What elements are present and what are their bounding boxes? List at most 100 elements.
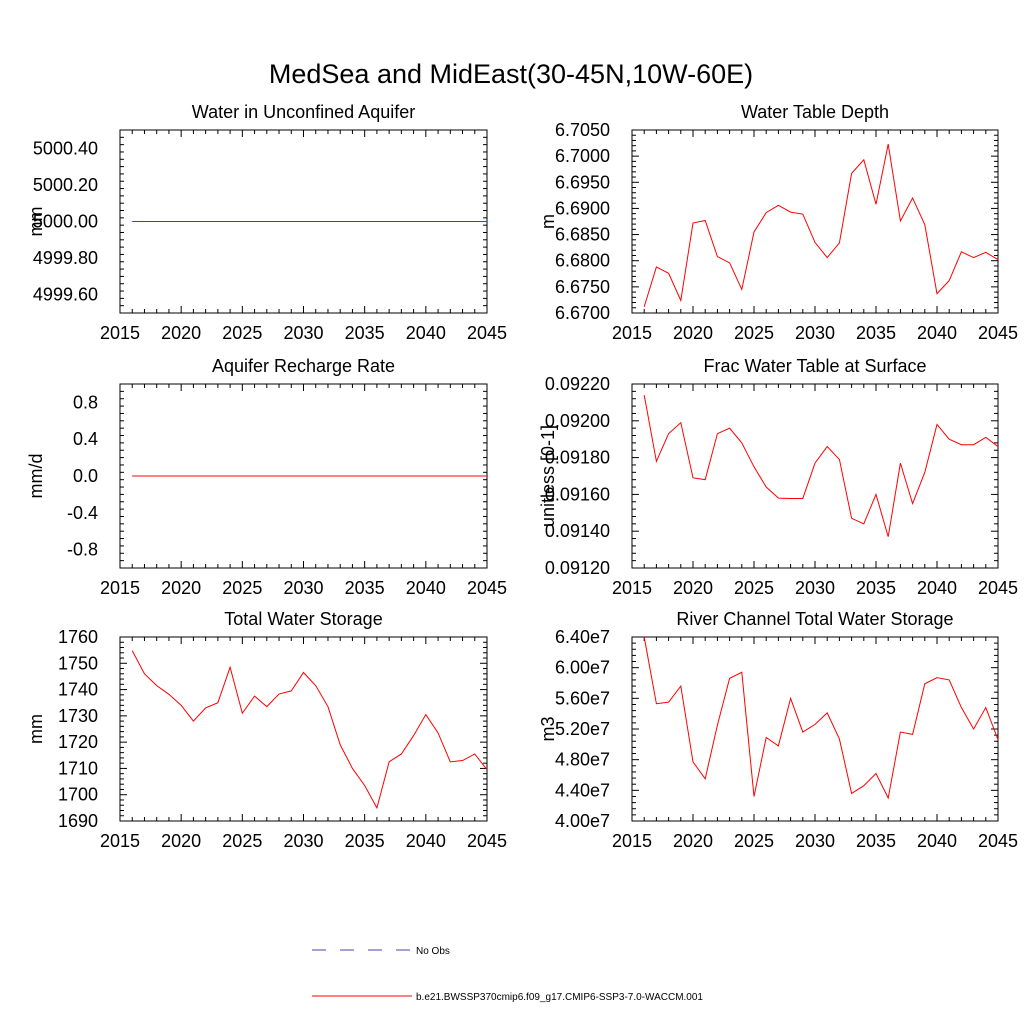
x-tick-label: 2020 — [161, 831, 201, 851]
y-tick-label: 5.20e7 — [555, 719, 610, 739]
x-tick-label: 2045 — [978, 831, 1018, 851]
y-tick-label: 6.6900 — [555, 198, 610, 218]
y-tick-label: 5.60e7 — [555, 688, 610, 708]
x-tick-label: 2045 — [978, 578, 1018, 598]
y-axis-label: m — [538, 214, 558, 229]
chart-panel-4: Frac Water Table at Surface unitless [0-1… — [538, 356, 1018, 598]
y-tick-label: 0.09140 — [545, 521, 610, 541]
panel-title: Aquifer Recharge Rate — [212, 356, 395, 376]
chart-panel-3: Aquifer Recharge Rate mm/d 2015 2020 2025 203… — [26, 356, 507, 598]
plot-frame — [631, 383, 999, 569]
plot-frame — [119, 636, 488, 822]
plot-frame — [631, 129, 999, 314]
y-tick-label: 6.7050 — [555, 120, 610, 140]
y-tick-label: 0.0 — [73, 466, 98, 486]
y-tick-label: 0.09180 — [545, 448, 610, 468]
y-tick-label: 6.6750 — [555, 277, 610, 297]
y-axis-label: m3 — [538, 716, 558, 741]
y-tick-label: 4.00e7 — [555, 811, 610, 831]
x-tick-label: 2045 — [978, 323, 1018, 343]
x-tick-label: 2045 — [467, 831, 507, 851]
y-tick-label: 6.00e7 — [555, 658, 610, 678]
y-tick-label: 1720 — [58, 732, 98, 752]
y-tick-label: 4.80e7 — [555, 750, 610, 770]
y-axis-label: mm/d — [26, 454, 46, 499]
x-tick-label: 2035 — [856, 831, 896, 851]
panel-title: Frac Water Table at Surface — [703, 356, 926, 376]
x-tick-label: 2030 — [795, 578, 835, 598]
y-tick-label: 4999.80 — [33, 248, 98, 268]
y-tick-label: 4.40e7 — [555, 780, 610, 800]
y-tick-label: 6.6800 — [555, 251, 610, 271]
y-tick-label: 5000.40 — [33, 138, 98, 158]
y-tick-label: -0.4 — [67, 503, 98, 523]
y-tick-label: 6.6850 — [555, 225, 610, 245]
y-tick-label: 5000.20 — [33, 175, 98, 195]
x-tick-label: 2015 — [100, 323, 140, 343]
series-line — [643, 144, 999, 307]
x-tick-label: 2040 — [917, 831, 957, 851]
x-tick-label: 2025 — [222, 323, 262, 343]
x-tick-label: 2035 — [856, 578, 896, 598]
panel-title: River Channel Total Water Storage — [676, 609, 953, 629]
plot-frame — [631, 636, 999, 822]
x-tick-label: 2015 — [100, 578, 140, 598]
x-tick-label: 2015 — [612, 578, 652, 598]
x-tick-label: 2015 — [612, 831, 652, 851]
x-tick-label: 2020 — [673, 323, 713, 343]
y-axis-label: unitless [0-1] — [538, 425, 558, 527]
y-tick-label: 6.40e7 — [555, 627, 610, 647]
y-tick-label: -0.8 — [67, 540, 98, 560]
legend-label-no-obs: No Obs — [416, 946, 450, 957]
y-tick-label: 5000.00 — [33, 212, 98, 232]
legend: No Obs b.e21.BWSSP370cmip6.f09_g17.CMIP6… — [312, 946, 703, 1003]
x-tick-label: 2025 — [734, 323, 774, 343]
series-line — [643, 636, 999, 800]
y-tick-label: 1690 — [58, 811, 98, 831]
x-tick-label: 2015 — [100, 831, 140, 851]
x-tick-label: 2025 — [734, 831, 774, 851]
x-tick-label: 2040 — [917, 578, 957, 598]
y-tick-label: 0.8 — [73, 392, 98, 412]
x-tick-label: 2025 — [734, 578, 774, 598]
x-tick-label: 2030 — [795, 323, 835, 343]
y-tick-label: 0.09160 — [545, 484, 610, 504]
y-axis-label: mm — [26, 714, 46, 744]
panels: Water in Unconfined Aquifer mm 2015 2020 202… — [26, 102, 1018, 851]
chart-panel-1: Water in Unconfined Aquifer mm 2015 2020 202… — [26, 102, 507, 343]
x-tick-label: 2015 — [612, 323, 652, 343]
y-tick-label: 1750 — [58, 653, 98, 673]
chart-panel-2: Water Table Depth m 2015 2020 2025 2030 2035 20… — [538, 102, 1018, 343]
x-tick-label: 2030 — [283, 831, 323, 851]
x-tick-label: 2040 — [406, 323, 446, 343]
panel-title: Water Table Depth — [741, 102, 889, 122]
y-tick-label: 0.4 — [73, 429, 98, 449]
x-tick-label: 2020 — [161, 323, 201, 343]
y-axis-label: mm — [26, 207, 46, 237]
legend-label-model: b.e21.BWSSP370cmip6.f09_g17.CMIP6-SSP3-7… — [416, 992, 703, 1003]
x-tick-label: 2020 — [161, 578, 201, 598]
x-tick-label: 2045 — [467, 578, 507, 598]
chart-panel-6: River Channel Total Water Storage m3 2015 2… — [538, 609, 1018, 851]
x-tick-label: 2040 — [406, 578, 446, 598]
x-tick-label: 2025 — [222, 578, 262, 598]
x-tick-label: 2040 — [406, 831, 446, 851]
y-tick-label: 1740 — [58, 680, 98, 700]
y-tick-label: 6.6950 — [555, 172, 610, 192]
series-line — [643, 394, 999, 537]
x-tick-label: 2040 — [917, 323, 957, 343]
chart-panel-5: Total Water Storage mm 2015 2020 2025 2030 203… — [26, 609, 507, 851]
y-tick-label: 1700 — [58, 785, 98, 805]
x-tick-label: 2020 — [673, 831, 713, 851]
x-tick-label: 2035 — [345, 578, 385, 598]
y-tick-label: 1730 — [58, 706, 98, 726]
x-tick-label: 2030 — [283, 578, 323, 598]
x-tick-label: 2020 — [673, 578, 713, 598]
x-tick-label: 2030 — [283, 323, 323, 343]
x-tick-label: 2035 — [345, 831, 385, 851]
y-tick-label: 4999.60 — [33, 285, 98, 305]
x-tick-label: 2025 — [222, 831, 262, 851]
y-tick-label: 0.09200 — [545, 411, 610, 431]
y-tick-label: 6.6700 — [555, 303, 610, 323]
